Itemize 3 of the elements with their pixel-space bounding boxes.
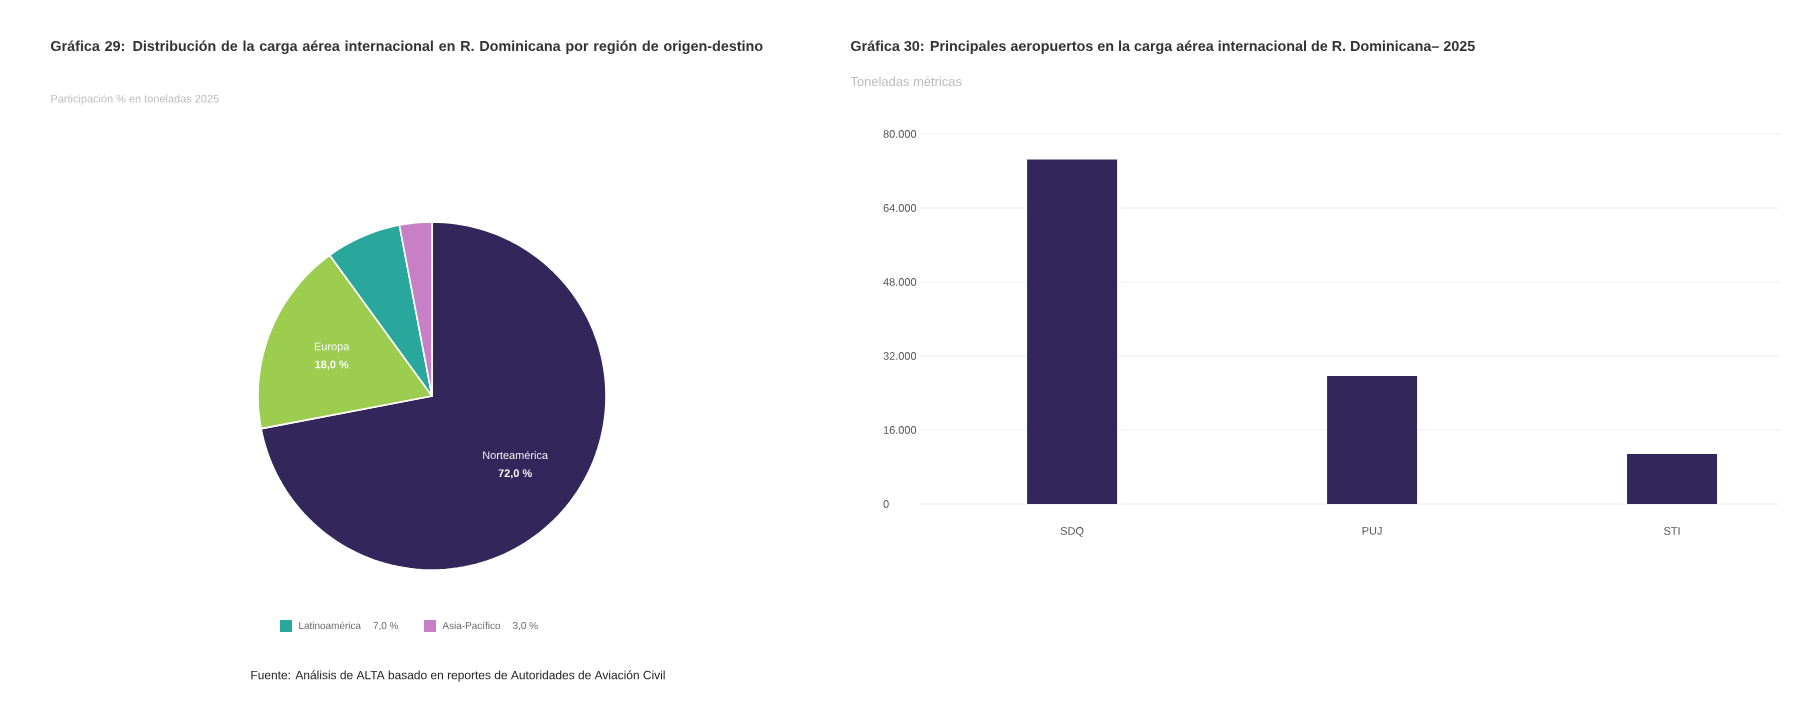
bar: [1327, 375, 1418, 504]
bar: [1627, 454, 1718, 504]
bar: [1027, 159, 1118, 504]
